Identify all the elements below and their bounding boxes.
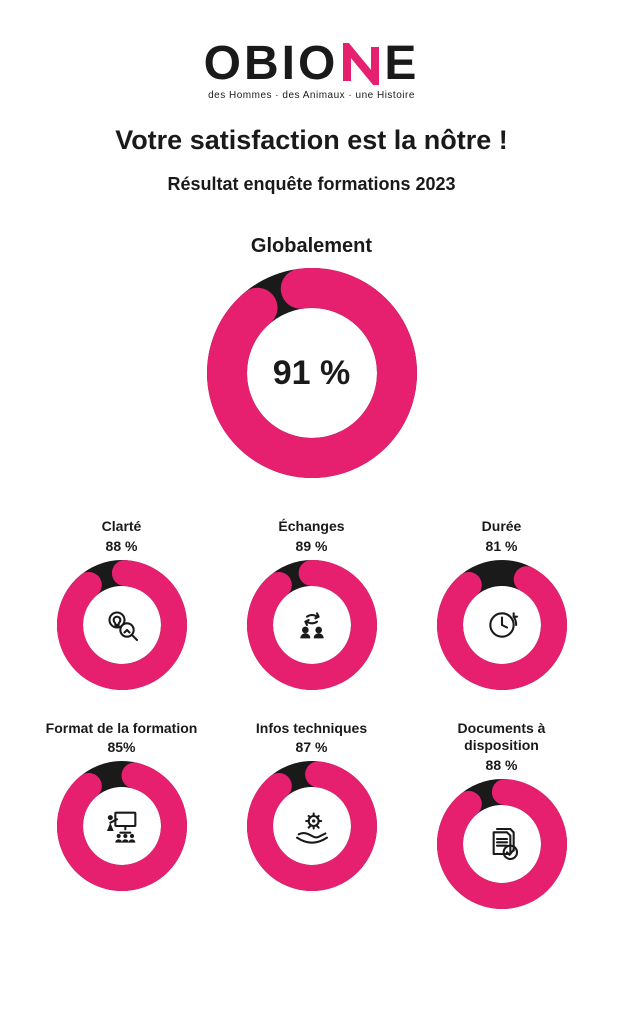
metric-card: Échanges 89 % (232, 518, 392, 690)
metric-ring (247, 761, 377, 891)
brand-wordmark: OBIO E (204, 40, 420, 88)
brand-n-accent-icon (340, 43, 382, 85)
main-metric-value: 91 % (207, 268, 417, 478)
duration-icon (437, 560, 567, 690)
metric-ring (437, 779, 567, 909)
metric-card: Clarté 88 % (42, 518, 202, 690)
format-icon (57, 761, 187, 891)
metric-percent: 89 % (296, 538, 328, 554)
metric-percent: 88 % (486, 757, 518, 773)
brand-name-prefix: OBIO (204, 40, 339, 88)
metric-percent: 88 % (106, 538, 138, 554)
main-metric: Globalement 91 % (207, 235, 417, 478)
metric-ring (437, 560, 567, 690)
metric-title: Documents à disposition (422, 720, 582, 755)
metric-title: Échanges (278, 518, 344, 536)
main-metric-title: Globalement (251, 235, 372, 258)
metric-card: Format de la formation85% (42, 720, 202, 909)
brand-logo: OBIO E des Hommes · des Animaux · une Hi… (204, 40, 420, 101)
metric-title: Durée (482, 518, 522, 536)
metric-percent: 87 % (296, 739, 328, 755)
tech-icon (247, 761, 377, 891)
docs-icon (437, 779, 567, 909)
metric-card: Durée 81 % (422, 518, 582, 690)
brand-name-suffix: E (384, 40, 419, 88)
main-ring: 91 % (207, 268, 417, 478)
metrics-grid: Clarté 88 % Échanges 89 % Durée 81 % (42, 518, 582, 909)
clarity-icon (57, 560, 187, 690)
page-headline: Votre satisfaction est la nôtre ! (115, 125, 508, 156)
metric-card: Infos techniques87 % (232, 720, 392, 909)
metric-title: Infos techniques (256, 720, 367, 738)
metric-title: Format de la formation (46, 720, 198, 738)
metric-percent: 85% (107, 739, 135, 755)
metric-card: Documents à disposition 88 % (422, 720, 582, 909)
brand-tagline: des Hommes · des Animaux · une Histoire (208, 90, 415, 101)
page-subhead: Résultat enquête formations 2023 (167, 174, 455, 195)
metric-ring (247, 560, 377, 690)
metric-ring (57, 560, 187, 690)
exchange-icon (247, 560, 377, 690)
metric-ring (57, 761, 187, 891)
metric-title: Clarté (102, 518, 142, 536)
metric-percent: 81 % (486, 538, 518, 554)
